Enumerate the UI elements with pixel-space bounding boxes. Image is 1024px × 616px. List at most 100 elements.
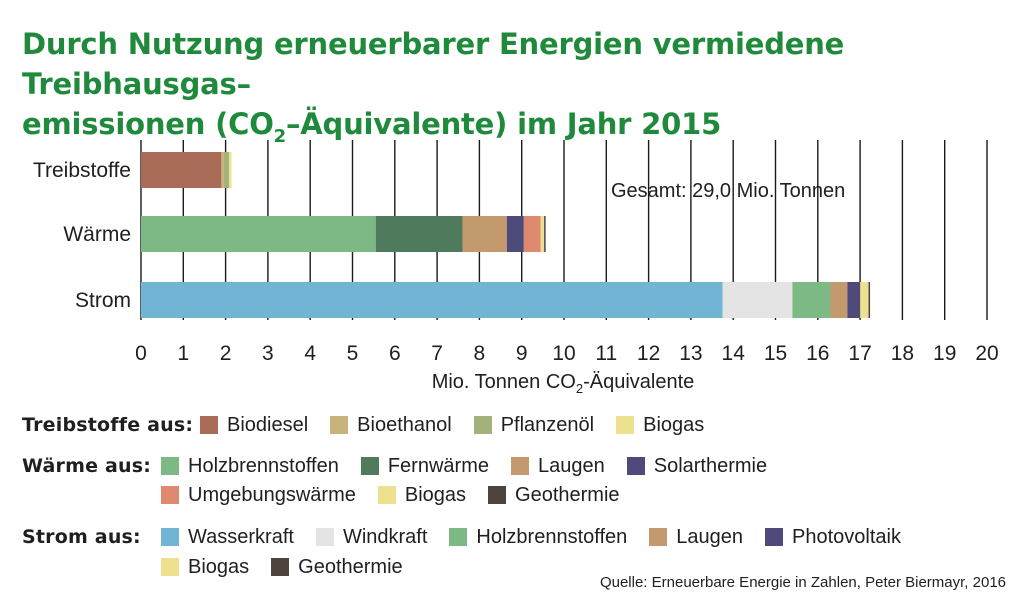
legend-item: Holzbrennstoffen (161, 455, 339, 478)
x-tick-label: 13 (679, 342, 702, 365)
x-tick-label: 7 (431, 342, 443, 365)
legend-item: Photovoltaik (765, 526, 901, 549)
x-tick-label: 4 (304, 342, 316, 365)
x-tick-label: 2 (220, 342, 232, 365)
legend-label: Windkraft (342, 525, 428, 548)
source-note: Quelle: Erneuerbare Energie in Zahlen, P… (599, 574, 1006, 591)
legend-row: Treibstoffe aus: Biodiesel Bioethanol Pflan… (22, 411, 704, 439)
bar-segment-treibstoffe-biodiesel (141, 152, 222, 188)
legend-swatch (616, 416, 635, 434)
legend-items: Umgebungswärme Biogas Geothermie (161, 481, 642, 509)
legend-item: Biogas (161, 556, 249, 579)
legend-item: Geothermie (488, 484, 620, 507)
legend-label: Biogas (188, 555, 250, 578)
x-tick-label: 5 (347, 342, 359, 365)
x-axis-label-main: Mio. Tonnen CO (432, 371, 576, 393)
x-tick-label: 20 (975, 342, 998, 365)
bar-layer (141, 152, 871, 318)
x-axis-label-sub: 2 (576, 381, 583, 396)
legend-label: Bioethanol (357, 413, 452, 436)
legend-item: Solarthermie (626, 454, 768, 478)
legend-item: Umgebungswärme (161, 484, 356, 507)
legend-item: Laugen (510, 454, 605, 478)
legend-swatch (510, 457, 529, 475)
legend-item: Biodiesel (200, 414, 308, 437)
x-tick-label: 11 (595, 342, 617, 365)
legend-label: Umgebungswärme (188, 483, 356, 506)
legend-item: Fernwärme (360, 454, 489, 478)
legend-items: Holzbrennstoffen Fernwärme Laugen Solarther… (161, 452, 789, 480)
bar-segment-treibstoffe-biogas (228, 152, 232, 188)
x-tick-label: 3 (262, 342, 274, 365)
legend-item: Windkraft (315, 525, 428, 549)
bar-segment-wärme-biogas (540, 216, 545, 252)
bar-segment-wärme-laugen (462, 216, 507, 252)
legend-swatch (488, 486, 507, 504)
legend-swatch (649, 528, 668, 546)
legend-heading: Wärme aus: (22, 455, 152, 477)
legend-swatch (161, 558, 179, 576)
legend-swatch (449, 528, 468, 546)
label-layer: Treibstoffe Wärme Strom (33, 159, 131, 312)
legend-item: Wasserkraft (161, 526, 294, 549)
bar-segment-strom-holzbrennstoffen (792, 282, 831, 318)
legend-swatch (200, 416, 218, 434)
bar-segment-strom-wasserkraft (141, 282, 723, 318)
x-tick-label: 15 (764, 342, 787, 365)
bar-segment-strom-biogas (860, 282, 869, 318)
category-label: Treibstoffe (33, 159, 131, 182)
x-tick-label: 10 (552, 342, 575, 365)
bar-segment-wärme-fernwärme (375, 216, 463, 252)
legend-swatch (626, 457, 645, 475)
legend-item: Bioethanol (330, 414, 452, 437)
category-label: Wärme (63, 223, 131, 246)
x-tick-label: 14 (722, 342, 746, 365)
legend-swatch (161, 486, 179, 504)
legend-items: Biogas Geothermie (161, 553, 425, 581)
x-tick-label: 8 (474, 342, 486, 365)
legend-swatch (473, 416, 492, 434)
bar-segment-strom-photovoltaik (847, 282, 861, 318)
legend-label: Biogas (643, 413, 705, 436)
bar-segment-treibstoffe-bioethanol (221, 152, 224, 188)
x-tick-label: 6 (389, 342, 401, 365)
legend-label: Photovoltaik (792, 525, 901, 548)
chart-title: Durch Nutzung erneuerbarer Energien verm… (22, 24, 1012, 147)
legend-label: Solarthermie (653, 454, 768, 477)
legend-swatch (271, 558, 290, 576)
legend-swatch (161, 457, 179, 475)
legend-swatch (360, 457, 379, 475)
x-tick-label: 17 (848, 342, 871, 365)
legend-label: Biodiesel (227, 413, 309, 436)
legend-label: Geothermie (515, 483, 620, 506)
legend-items: Biodiesel Bioethanol Pflanzenöl Biogas (200, 411, 726, 439)
legend-label: Laugen (676, 525, 743, 548)
legend-swatch (765, 528, 783, 546)
x-tick-label: 19 (933, 342, 956, 365)
x-axis-label-tail: -Äquivalente (583, 371, 694, 393)
legend-label: Fernwärme (387, 454, 489, 477)
legend-heading: Strom aus: (22, 526, 141, 548)
bar-segment-treibstoffe-pflanzenöl (223, 152, 229, 188)
legend-label: Geothermie (298, 555, 403, 578)
total-annotation: Gesamt: 29,0 Mio. Tonnen (611, 180, 845, 202)
title-line-1: Durch Nutzung erneuerbarer Energien verm… (22, 27, 845, 101)
x-tick-label: 18 (891, 342, 914, 365)
x-tick-label: 12 (637, 342, 660, 365)
legend-item: Biogas (377, 484, 466, 507)
legend-label: Holzbrennstoffen (188, 454, 339, 477)
title-line-2-b: –Äquivalente) im Jahr 2015 (286, 107, 722, 141)
bar-segment-wärme-umgebungswärme (523, 216, 541, 252)
bar-segment-wärme-geothermie (544, 216, 546, 252)
legend-item: Biogas (616, 414, 704, 437)
title-line-2-a: emissionen (CO (22, 107, 274, 141)
x-tick-label: 16 (806, 342, 829, 365)
legend-label: Wasserkraft (188, 525, 294, 548)
legend-label: Laugen (537, 454, 605, 477)
legend-row: Strom aus: Wasserkraft Windkraft Holzbrenns… (22, 523, 901, 551)
bar-segment-strom-geothermie (868, 282, 871, 318)
title-subscript: 2 (273, 126, 287, 147)
legend-label: Pflanzenöl (500, 413, 595, 436)
legend-heading: Treibstoffe aus: (22, 414, 194, 436)
